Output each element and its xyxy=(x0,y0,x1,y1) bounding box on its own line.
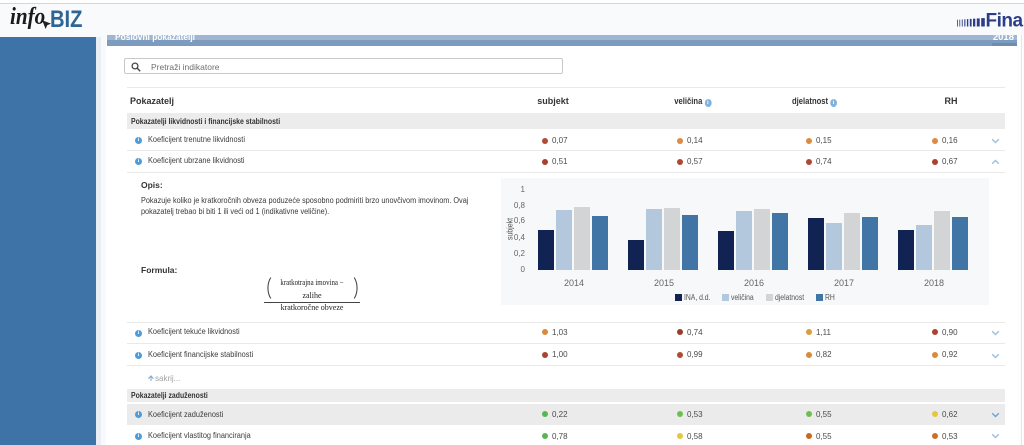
svg-text:Fina: Fina xyxy=(986,11,1024,28)
